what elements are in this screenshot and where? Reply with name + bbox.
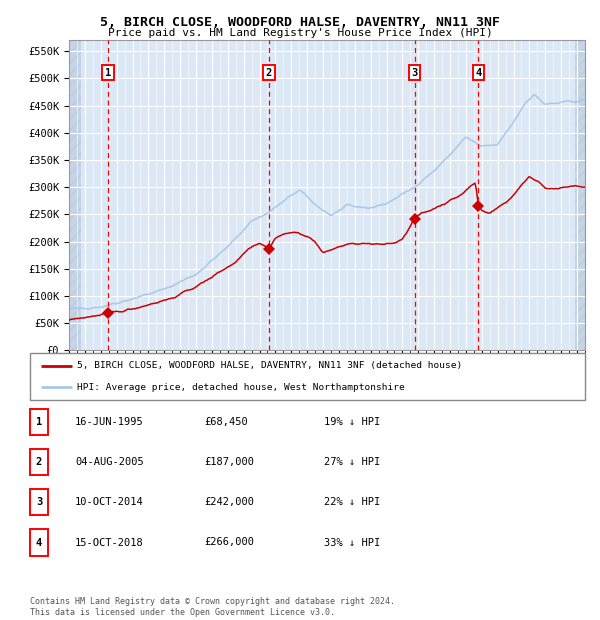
Text: 22% ↓ HPI: 22% ↓ HPI	[324, 497, 380, 507]
Text: 3: 3	[412, 68, 418, 78]
Text: 5, BIRCH CLOSE, WOODFORD HALSE, DAVENTRY, NN11 3NF: 5, BIRCH CLOSE, WOODFORD HALSE, DAVENTRY…	[100, 16, 500, 29]
Bar	[69, 40, 81, 350]
Text: Price paid vs. HM Land Registry's House Price Index (HPI): Price paid vs. HM Land Registry's House …	[107, 28, 493, 38]
Text: 4: 4	[36, 538, 42, 547]
Text: 10-OCT-2014: 10-OCT-2014	[75, 497, 144, 507]
Text: HPI: Average price, detached house, West Northamptonshire: HPI: Average price, detached house, West…	[77, 383, 405, 392]
Text: 3: 3	[36, 497, 42, 507]
Text: 19% ↓ HPI: 19% ↓ HPI	[324, 417, 380, 427]
Text: 5, BIRCH CLOSE, WOODFORD HALSE, DAVENTRY, NN11 3NF (detached house): 5, BIRCH CLOSE, WOODFORD HALSE, DAVENTRY…	[77, 361, 463, 371]
Text: 2: 2	[266, 68, 272, 78]
Text: 2: 2	[36, 457, 42, 467]
Text: 04-AUG-2005: 04-AUG-2005	[75, 457, 144, 467]
Text: 33% ↓ HPI: 33% ↓ HPI	[324, 538, 380, 547]
Text: 27% ↓ HPI: 27% ↓ HPI	[324, 457, 380, 467]
Bar	[575, 40, 585, 350]
Text: Contains HM Land Registry data © Crown copyright and database right 2024.
This d: Contains HM Land Registry data © Crown c…	[30, 598, 395, 617]
Text: 16-JUN-1995: 16-JUN-1995	[75, 417, 144, 427]
Text: 1: 1	[105, 68, 111, 78]
Text: £266,000: £266,000	[204, 538, 254, 547]
Text: £68,450: £68,450	[204, 417, 248, 427]
Text: £242,000: £242,000	[204, 497, 254, 507]
Text: £187,000: £187,000	[204, 457, 254, 467]
Text: 4: 4	[475, 68, 482, 78]
Text: 1: 1	[36, 417, 42, 427]
Text: 15-OCT-2018: 15-OCT-2018	[75, 538, 144, 547]
